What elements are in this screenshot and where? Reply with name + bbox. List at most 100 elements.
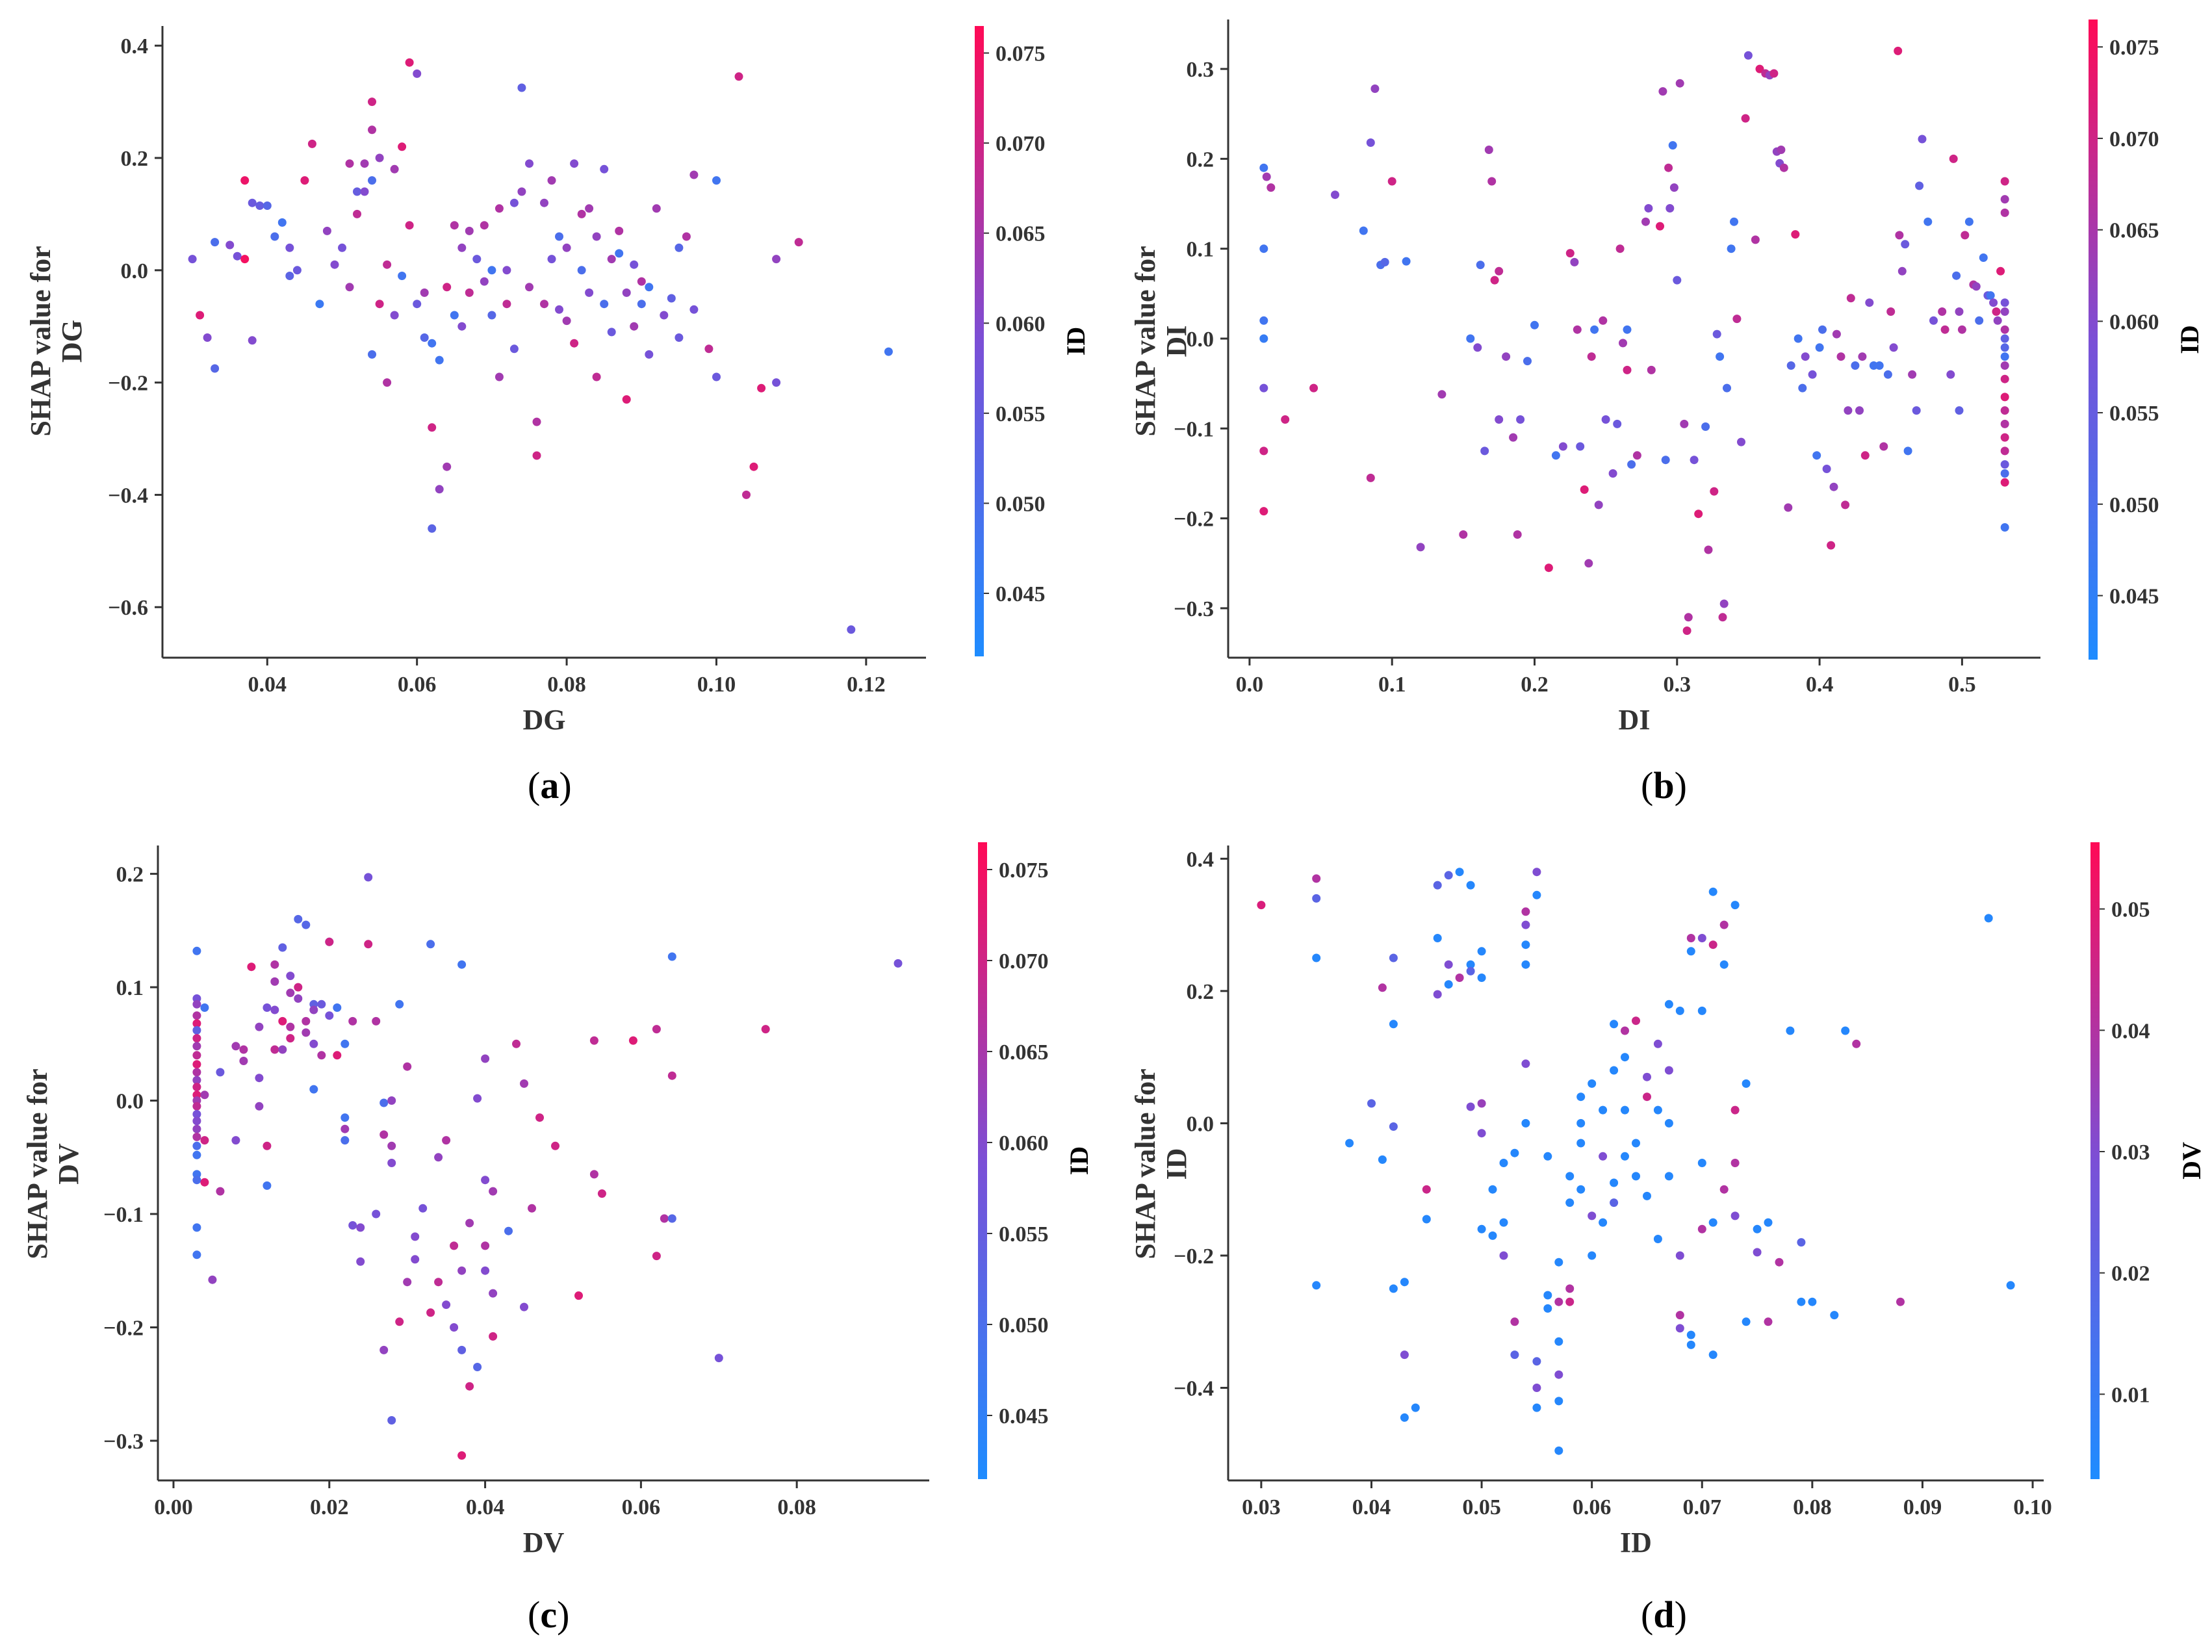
scatter-point [1957,325,1966,334]
scatter-point [192,1060,201,1069]
scatter-point [714,1354,723,1363]
scatter-point [1259,334,1268,343]
scatter-point [286,988,295,998]
scatter-point [192,1176,201,1185]
scatter-point [894,959,903,968]
scatter-point [1487,177,1497,186]
caption-d: (d) [1641,1594,1687,1636]
scatter-point [403,1278,412,1287]
scatter-point [426,940,435,949]
scatter-point [200,1178,209,1187]
scatter-point [1730,1159,1740,1167]
scatter-point [1499,1251,1508,1260]
scatter-point [1644,204,1653,213]
x-tick-label: 0.06 [622,1495,661,1519]
scatter-point [1812,451,1821,460]
scatter-point [200,1003,209,1012]
scatter-point [1455,974,1464,982]
scatter-point [1742,1317,1751,1326]
scatter-point [1433,990,1442,999]
scatter-point [502,266,511,275]
scatter-point [540,300,548,309]
scatter-point [341,1039,350,1048]
panel-a: 0.04 0.06 0.08 0.10 0.12 0.4 0.2 0.0 −0.2 −0.4 −0.… [0,0,1105,826]
scatter-point [233,252,242,261]
scatter-point [1851,361,1860,370]
scatter-point [263,1003,272,1012]
chart-a: 0.04 0.06 0.08 0.10 0.12 0.4 0.2 0.0 −0.2 −0.4 −0.… [25,26,1090,736]
scatter-point [712,372,721,381]
scatter-point [1543,1291,1552,1300]
scatter-point [1444,871,1453,880]
scatter-point [1647,365,1656,374]
scatter-point [1576,1118,1586,1128]
scatter-point [2000,334,2009,343]
y-axis-label-line: DV [53,1143,84,1185]
scatter-point [622,395,631,404]
x-tick-label: 0.08 [1793,1495,1832,1519]
scatter-point [341,1136,350,1145]
scatter-point [1889,343,1898,352]
scatter-point [589,1170,598,1179]
points-group [1259,46,2009,635]
scatter-point [487,311,496,320]
colorbar-tick-label: 0.045 [996,582,1046,606]
scatter-point [712,176,721,185]
colorbar [2090,842,2100,1479]
y-tick-label: 0.0 [1187,328,1215,352]
scatter-point [286,1022,295,1031]
scatter-point [772,378,781,387]
scatter-point [1521,1059,1530,1068]
colorbar-tick-label: 0.070 [2109,127,2159,151]
scatter-point [1499,1218,1508,1227]
scatter-point [379,1130,389,1139]
scatter-point [1588,1079,1597,1088]
scatter-point [1716,352,1725,361]
colorbar-tick-label: 0.045 [999,1404,1049,1428]
scatter-point [372,1209,381,1219]
scatter-point [1697,934,1706,942]
scatter-point [1366,473,1375,482]
scatter-point [1753,1224,1762,1233]
scatter-point [1610,1178,1619,1187]
scatter-point [192,1150,201,1159]
y-tick-label: 0.2 [116,863,144,887]
scatter-point [1989,298,1998,307]
chart-b: 0.0 0.1 0.2 0.3 0.4 0.5 0.3 0.2 0.1 0.0 −0.1 −0.2 −0… [1129,19,2204,736]
scatter-point [1576,1092,1586,1102]
scatter-point [240,255,250,264]
scatter-point [1466,1102,1475,1111]
y-tick-label: −0.4 [1174,1377,1214,1401]
scatter-point [383,260,392,269]
scatter-point [1267,183,1276,192]
colorbar-tick-label: 0.03 [2111,1141,2150,1165]
scatter-point [600,300,609,309]
scatter-point [1658,87,1667,96]
scatter-point [1701,422,1710,431]
scatter-point [1259,383,1268,393]
scatter-point [255,1022,264,1031]
y-tick-label: 0.4 [1187,847,1215,871]
scatter-point [368,350,376,359]
scatter-point [489,1332,498,1341]
y-axis-label: SHAP value for DV [21,1068,84,1259]
scatter-point [248,336,257,345]
colorbar-tick-label: 0.065 [2109,219,2159,243]
scatter-point [286,1034,295,1043]
scatter-point [615,226,624,235]
scatter-point [1697,1159,1706,1167]
scatter-point [428,524,437,533]
scatter-point [1554,1397,1563,1406]
scatter-point [1281,415,1290,424]
x-tick-label: 0.06 [1573,1495,1612,1519]
scatter-point [555,232,563,241]
y-axis-label-line: SHAP value for [1129,1068,1161,1259]
x-tick-label: 0.09 [1903,1495,1942,1519]
scatter-point [2000,298,2009,307]
scatter-point [1570,257,1579,266]
scatter-point [1656,222,1664,231]
scatter-point [294,914,303,923]
scatter-point [1554,1258,1563,1267]
scatter-point [1621,1026,1629,1035]
scatter-point [660,1214,669,1223]
